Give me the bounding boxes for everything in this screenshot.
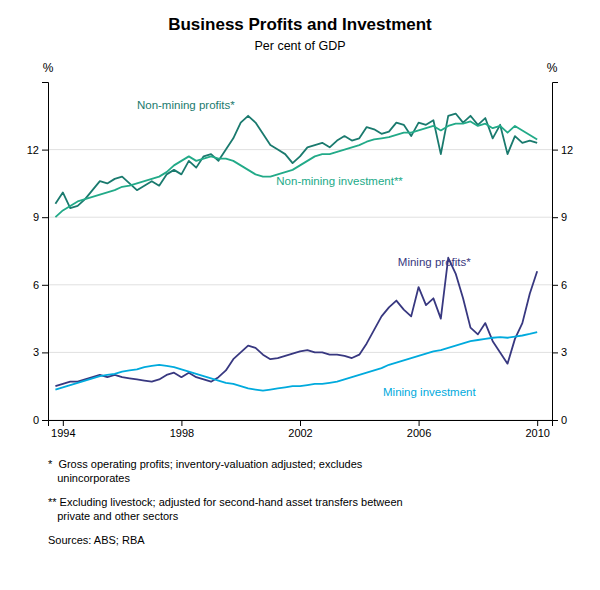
axis-line (42, 83, 49, 421)
tick: 9 (33, 211, 48, 223)
tick: 3 (33, 346, 48, 358)
axis: 0 3 6 9 12 (27, 83, 49, 427)
tick-label: 9 (561, 211, 567, 223)
tick-mark (552, 352, 558, 353)
grid-line (48, 149, 552, 150)
tick-label: 1994 (51, 427, 75, 439)
tick-mark (419, 420, 420, 426)
tick: 0 (33, 414, 48, 426)
annotation: Mining profits* (398, 256, 471, 268)
tick: 2006 (407, 420, 431, 439)
tick-mark (537, 420, 538, 426)
tick-label: 3 (33, 346, 39, 358)
tick: 2002 (288, 420, 312, 439)
series-line (55, 121, 537, 217)
tick: 12 (552, 144, 573, 156)
tick-mark (552, 217, 558, 218)
axis-line (49, 421, 553, 427)
plot-area: 1994 1998 2002 2006 2010 0 3 6 9 12 0 3 6 9 12%% Non-mi… (27, 61, 574, 439)
tick: 9 (552, 211, 567, 223)
tick-mark (42, 352, 48, 353)
title: Business Profits and Investment (168, 15, 432, 34)
grid-line (48, 284, 552, 285)
tick-label: 12 (561, 144, 573, 156)
tick: 2010 (525, 420, 549, 439)
tick: 6 (33, 279, 48, 291)
chart: Business Profits and Investment Per cent … (0, 0, 600, 590)
tick-label: 0 (561, 414, 567, 426)
tick-label: 1998 (170, 427, 194, 439)
annotation: Mining investment (383, 386, 476, 398)
tick-label: 3 (561, 346, 567, 358)
tick: 3 (552, 346, 567, 358)
series-line (55, 332, 537, 391)
tick-mark (552, 150, 558, 151)
tick: 1998 (170, 420, 194, 439)
footnote: * Gross operating profits; inventory-val… (48, 458, 363, 484)
tick-mark (181, 420, 182, 426)
tick: 0 (552, 414, 567, 426)
tick: 1994 (51, 420, 75, 439)
tick: 12 (27, 144, 48, 156)
annotation: Non-mining profits* (137, 99, 235, 111)
lines (55, 114, 537, 391)
axis: 1994 1998 2002 2006 2010 (49, 420, 553, 439)
tick-mark (552, 285, 558, 286)
grid (48, 150, 552, 420)
tick-label: 2010 (525, 427, 549, 439)
axis: 0 3 6 9 12 (552, 83, 573, 427)
tick-label: 2006 (407, 427, 431, 439)
tick-label: 9 (33, 211, 39, 223)
tick-label: 12 (27, 144, 39, 156)
series-line (55, 114, 537, 209)
annotation: Non-mining investment** (276, 175, 403, 187)
tick-mark (42, 420, 48, 421)
tick-label: 0 (33, 414, 39, 426)
tick: 6 (552, 279, 567, 291)
footnotes: * Gross operating profits; inventory-val… (48, 458, 403, 546)
tick-label: 6 (561, 279, 567, 291)
tick-mark (300, 420, 301, 426)
tick-mark (42, 285, 48, 286)
tick-label: 6 (33, 279, 39, 291)
axis-line (553, 83, 559, 421)
axis-label: % (43, 61, 54, 75)
footnote: ** Excluding livestock; adjusted for sec… (48, 496, 403, 522)
axis-label: % (547, 61, 558, 75)
tick-mark (42, 150, 48, 151)
footnote: Sources: ABS; RBA (48, 534, 145, 546)
grid-line (48, 217, 552, 218)
tick-mark (42, 217, 48, 218)
tick-mark (63, 420, 64, 426)
subtitle: Per cent of GDP (254, 39, 345, 53)
annotations: Non-mining profits* Non-mining investment… (137, 99, 477, 398)
tick-mark (552, 420, 558, 421)
series-line (55, 258, 537, 386)
tick-label: 2002 (288, 427, 312, 439)
